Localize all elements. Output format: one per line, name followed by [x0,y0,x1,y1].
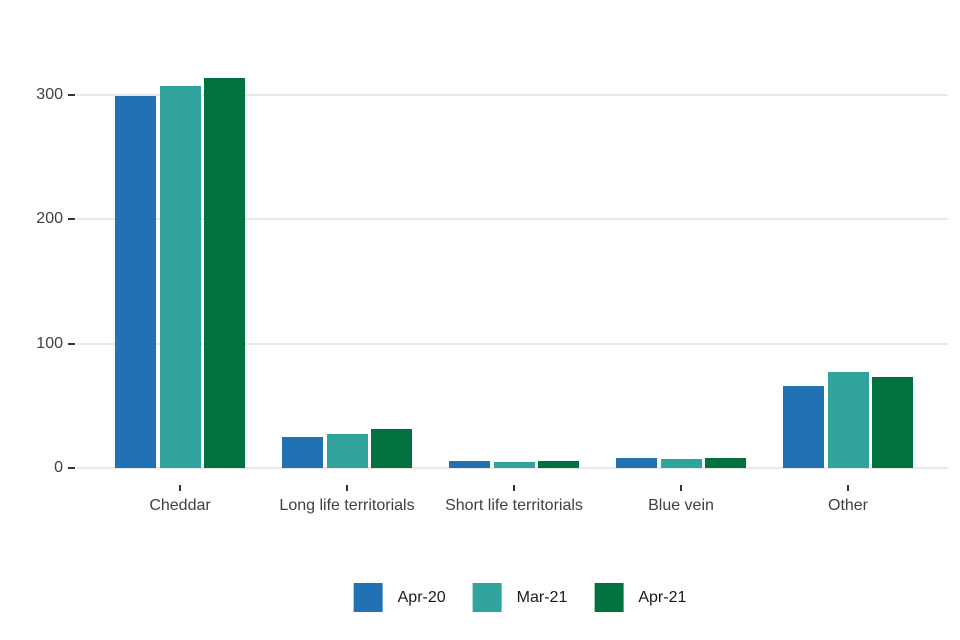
legend-swatch-icon [353,583,383,612]
y-axis-label: 200 [36,210,63,227]
x-axis-label: Short life territorials [445,497,583,514]
legend-item-Apr-20: Apr-20 [353,583,446,612]
bar-Apr-21-Blue vein [705,458,746,468]
bar-Apr-20-Blue vein [616,458,657,468]
legend-swatch-icon [594,583,624,612]
y-axis-tick [68,93,75,96]
gridline-y-100 [77,342,948,345]
legend-label: Apr-20 [397,588,446,606]
bar-Apr-21-Short life territorials [538,460,579,468]
y-axis-tick [68,218,75,220]
bar-Apr-20-Short life territorials [449,460,490,468]
legend: Apr-20 Mar-21 Apr-21 [353,583,686,612]
gridline-y-200 [77,218,948,220]
bar-Mar-21-Other [827,372,869,468]
y-axis-label: 100 [36,334,63,352]
x-axis-label: Long life territorials [279,497,415,514]
legend-label: Apr-21 [638,588,687,606]
x-axis-tick [847,485,849,491]
x-axis-label: Other [827,497,869,514]
y-axis-tick [68,467,75,469]
legend-swatch-icon [472,583,502,612]
x-axis-tick [179,485,181,491]
bar-Apr-21-Long life territorials [371,429,412,468]
x-axis-tick [513,485,515,491]
bar-Apr-21-Cheddar [204,78,245,468]
x-axis-tick [346,485,348,491]
y-axis-label: 300 [36,85,63,103]
bar-Mar-21-Long life territorials [326,434,368,468]
y-axis-tick [68,342,75,345]
gridline-y-300 [77,93,948,96]
bar-Mar-21-Short life territorials [493,461,535,468]
bar-Apr-21-Other [872,377,913,468]
x-axis-label: Blue vein [648,497,714,514]
legend-label: Mar-21 [516,588,568,606]
y-axis-label: 0 [54,459,63,476]
x-axis-label: Cheddar [149,497,211,514]
bar-Apr-20-Cheddar [115,95,156,468]
bar-Apr-20-Long life territorials [282,436,323,468]
bar-Mar-21-Cheddar [159,85,201,468]
bar-Apr-20-Other [783,385,824,468]
bar-Mar-21-Blue vein [660,459,702,468]
gridline-y-0 [77,467,948,469]
legend-item-Mar-21: Mar-21 [472,583,568,612]
x-axis-tick [680,485,682,491]
legend-item-Apr-21: Apr-21 [594,583,686,612]
